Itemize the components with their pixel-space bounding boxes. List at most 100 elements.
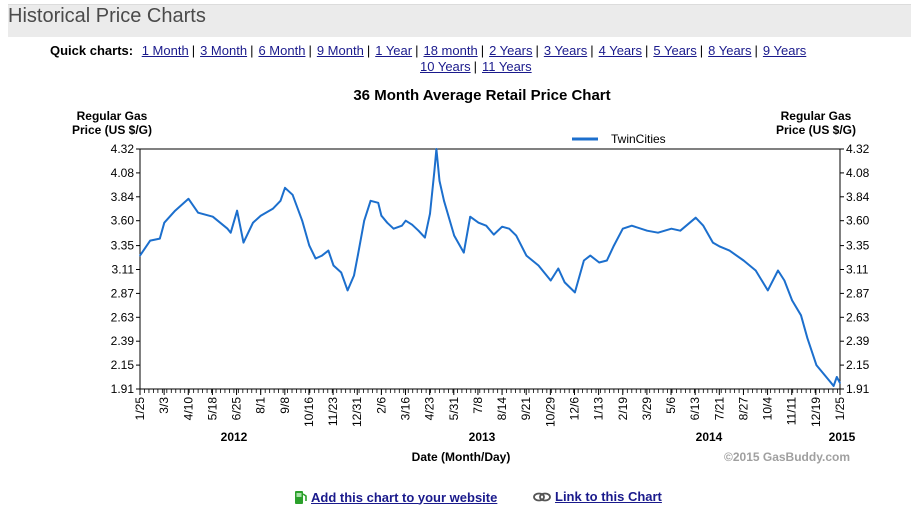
- series-point: [791, 299, 793, 302]
- x-tick-label: 3/29: [640, 397, 654, 421]
- x-tick-label: 3/16: [399, 397, 413, 421]
- series-point: [435, 148, 438, 150]
- y-tick-label-left: 4.08: [111, 166, 135, 180]
- series-point: [583, 259, 585, 262]
- series-point: [346, 289, 349, 292]
- x-tick-label: 10/29: [543, 397, 557, 427]
- series-point: [187, 198, 190, 200]
- link-separator: |: [473, 59, 477, 74]
- y-tick-label-right: 2.39: [846, 334, 870, 348]
- series-point: [694, 216, 697, 219]
- y-axis-title-left: Price (US $/G): [72, 123, 152, 137]
- link-separator: |: [699, 43, 704, 58]
- x-tick-label: 2/6: [374, 397, 388, 414]
- series-point: [363, 219, 366, 222]
- series-point: [401, 224, 403, 227]
- year-label: 2014: [696, 430, 723, 444]
- x-tick-label: 1/25: [133, 397, 147, 421]
- x-axis-title: Date (Month/Day): [412, 450, 511, 464]
- x-tick-label: 7/8: [471, 397, 485, 414]
- series-point: [606, 259, 608, 262]
- quick-chart-link[interactable]: 5 Years: [653, 43, 697, 58]
- year-label: 2015: [829, 430, 856, 444]
- series-point: [377, 202, 380, 204]
- page-title: Historical Price Charts: [8, 5, 206, 27]
- y-axis-title-right: Price (US $/G): [776, 123, 856, 137]
- series-point: [574, 291, 576, 294]
- add-chart-link[interactable]: Add this chart to your website: [294, 489, 497, 505]
- y-tick-label-left: 1.91: [111, 382, 135, 396]
- quick-chart-link[interactable]: 1 Month: [141, 43, 189, 58]
- series-point: [301, 219, 304, 222]
- year-label: 2013: [469, 430, 496, 444]
- series-point: [823, 374, 826, 376]
- x-tick-label: 5/31: [447, 397, 461, 421]
- series-point: [392, 227, 395, 230]
- series-point: [515, 234, 517, 237]
- series-point: [284, 187, 286, 189]
- quick-chart-link[interactable]: 10 Years: [420, 59, 471, 74]
- link-separator: |: [415, 43, 419, 58]
- quick-chart-link[interactable]: 9 Month: [316, 43, 364, 58]
- link-separator: |: [754, 43, 758, 58]
- x-tick-label: 8/14: [495, 397, 509, 421]
- x-tick-label: 1/25: [833, 397, 847, 421]
- year-label: 2012: [221, 430, 248, 444]
- quick-chart-link[interactable]: 3 Years: [543, 43, 588, 58]
- series-point: [622, 227, 624, 230]
- quick-chart-link[interactable]: 18 month: [423, 43, 478, 58]
- series-point: [613, 244, 615, 247]
- y-tick-label-right: 3.11: [846, 262, 869, 276]
- series-point: [332, 264, 335, 267]
- y-tick-label-right: 2.15: [846, 358, 870, 372]
- x-tick-label: 10/16: [302, 397, 316, 427]
- quick-chart-link[interactable]: 6 Month: [258, 43, 306, 58]
- quick-chart-link[interactable]: 2 Years: [489, 43, 533, 58]
- plot-area: [139, 148, 841, 390]
- quick-chart-link[interactable]: 1 Year: [375, 43, 413, 58]
- quick-chart-link[interactable]: 11 Years: [482, 59, 532, 74]
- y-tick-label-right: 4.08: [846, 166, 870, 180]
- series-point: [174, 209, 176, 212]
- series-point: [149, 239, 151, 242]
- quick-chart-link[interactable]: 8 Years: [708, 43, 752, 58]
- x-tick-label: 11/11: [785, 397, 799, 426]
- y-tick-label-right: 3.35: [846, 239, 870, 253]
- series-point: [417, 229, 420, 232]
- series-point: [272, 208, 274, 210]
- series-point: [485, 224, 488, 227]
- series-point: [832, 385, 835, 387]
- series-point: [411, 223, 413, 226]
- series-point: [279, 200, 282, 202]
- link-chart-link[interactable]: Link to this Chart: [533, 489, 662, 504]
- series-point: [783, 279, 786, 282]
- quick-chart-link[interactable]: 3 Month: [200, 43, 248, 58]
- series-point: [380, 214, 383, 217]
- x-tick-label: 9/21: [519, 397, 533, 421]
- series-point: [197, 211, 199, 214]
- quick-chart-link[interactable]: 4 Years: [598, 43, 642, 58]
- y-tick-label-right: 3.60: [846, 214, 870, 228]
- series-point: [563, 281, 566, 284]
- series-point: [386, 221, 389, 224]
- series-point: [327, 249, 330, 252]
- y-tick-label-left: 2.15: [111, 358, 135, 372]
- series-point: [839, 382, 841, 384]
- x-tick-label: 12/6: [567, 397, 581, 421]
- series-point: [369, 200, 372, 202]
- quick-chart-link[interactable]: 9 Years: [762, 43, 807, 58]
- series-point: [646, 229, 648, 232]
- series-point: [314, 257, 317, 260]
- series-point: [404, 219, 407, 222]
- x-tick-label: 3/3: [157, 397, 171, 414]
- x-tick-label: 9/8: [278, 397, 292, 414]
- series-point: [557, 267, 560, 270]
- series-point: [212, 215, 214, 218]
- series-point: [229, 231, 232, 234]
- y-tick-label-left: 2.63: [111, 310, 135, 324]
- series-point: [508, 227, 511, 230]
- x-tick-label: 4/10: [181, 397, 195, 421]
- series-point: [159, 237, 161, 240]
- series-point: [163, 221, 166, 224]
- series-point: [353, 274, 355, 277]
